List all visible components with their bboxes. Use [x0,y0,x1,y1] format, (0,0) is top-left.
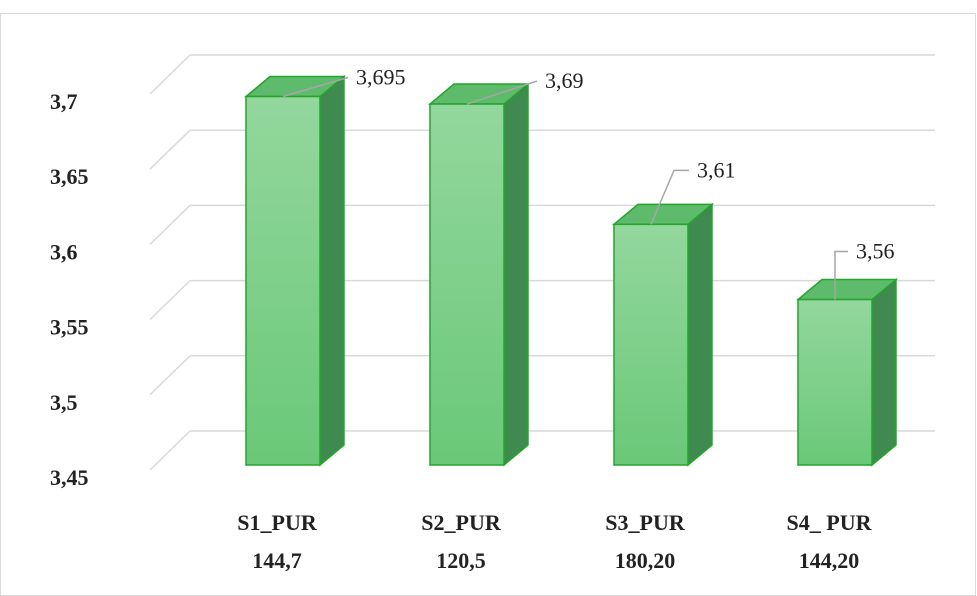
leader-line [466,80,538,105]
bar [613,223,689,466]
y-tick-label: 3,7 [50,89,78,114]
x-tick-label: 180,20 [615,548,676,573]
x-tick-label: S1_PUR [237,510,318,535]
grid-line-depth [149,129,191,170]
bar-side [503,82,529,467]
x-tick-label: 144,7 [252,548,302,573]
grid-line-depth [149,355,191,396]
y-tick-label: 3,65 [50,164,89,189]
x-tick-label: S3_PUR [605,510,686,535]
bar [245,95,321,466]
y-tick-label: 3,6 [50,239,78,264]
bar-side [687,202,713,467]
bar-side [871,277,897,467]
value-label: 3,61 [697,157,736,182]
bar [797,298,873,466]
y-tick-label: 3,55 [50,315,89,340]
grid-line-depth [149,280,191,321]
grid-line-depth [149,204,191,245]
leader-line [834,250,848,300]
leader-line [650,169,689,225]
value-label: 3,56 [856,239,895,264]
grid-line-depth [149,430,191,471]
value-label: 3,695 [356,65,406,90]
leader-line [282,76,349,98]
y-tick-label: 3,45 [50,465,89,490]
x-tick-label: S4_ PUR [787,510,873,535]
grid-line-depth [149,54,191,95]
x-tick-label: 144,20 [799,548,860,573]
value-label: 3,69 [545,68,584,93]
bar [429,103,505,466]
bar-side [319,74,345,467]
y-tick-label: 3,5 [50,390,78,415]
x-tick-label: 120,5 [436,548,486,573]
x-tick-label: S2_PUR [421,510,502,535]
